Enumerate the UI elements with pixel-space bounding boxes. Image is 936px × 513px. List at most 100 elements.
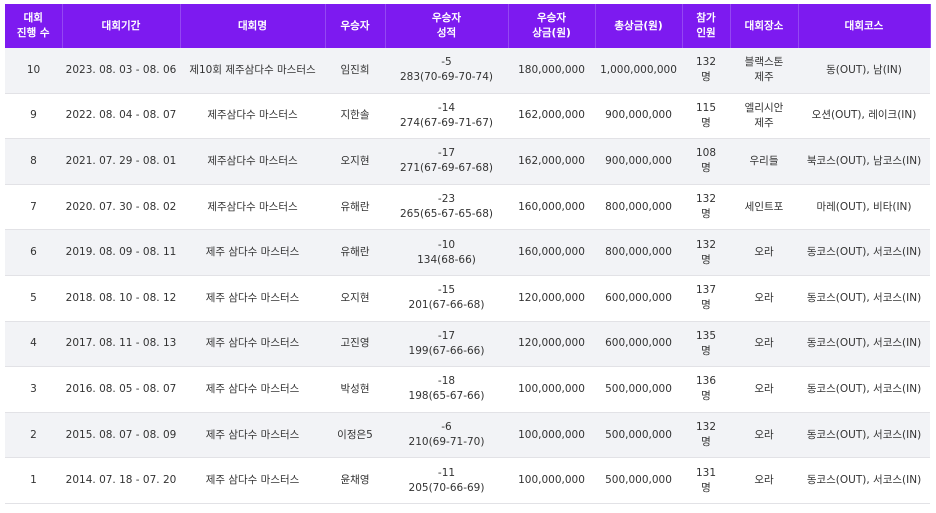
- table-cell: 137 명: [682, 275, 730, 322]
- table-cell: 우리들: [730, 138, 798, 185]
- table-row: 3 2016. 08. 05 - 08. 07 제주 삼다수 마스터스 박성현 -18 …: [5, 366, 930, 413]
- table-cell: 115 명: [682, 93, 730, 140]
- table-row: 1 2014. 07. 18 - 07. 20 제주 삼다수 마스터스 윤채영 -11 …: [5, 457, 930, 504]
- header-row: 대회 진행 수 대회기간 대회명 우승자 우승자 성적 우승자 상금(원) 총상금(원) 참가…: [5, 4, 931, 48]
- table-cell: 동코스(OUT), 서코스(IN): [798, 412, 930, 459]
- header-cell: 우승자 상금(원): [508, 4, 596, 48]
- table-cell: 오라: [730, 229, 798, 276]
- table-row: 6 2019. 08. 09 - 08. 11 제주 삼다수 마스터스 유해란 -10 …: [5, 229, 930, 276]
- table-cell: -17 199(67-66-66): [385, 321, 508, 368]
- table-row: 8 2021. 07. 29 - 08. 01 제주삼다수 마스터스 오지현 -17 2…: [5, 138, 930, 185]
- table-cell: 유해란: [325, 229, 385, 276]
- table-cell: 4: [5, 321, 62, 368]
- table-cell: -5 283(70-69-70-74): [385, 48, 508, 94]
- table-cell: 2015. 08. 07 - 08. 09: [62, 412, 180, 459]
- header-cell: 총상금(원): [595, 4, 683, 48]
- table-cell: 1,000,000,000: [595, 48, 682, 94]
- table-cell: 600,000,000: [595, 275, 682, 322]
- table-cell: 제10회 제주삼다수 마스터스: [180, 48, 325, 94]
- table-cell: 10: [5, 48, 62, 94]
- table-cell: 162,000,000: [508, 138, 595, 185]
- table-cell: 2020. 07. 30 - 08. 02: [62, 184, 180, 231]
- table-cell: 박성현: [325, 366, 385, 413]
- table-cell: 고진영: [325, 321, 385, 368]
- table-cell: 제주 삼다수 마스터스: [180, 229, 325, 276]
- table-cell: 마레(OUT), 비타(IN): [798, 184, 930, 231]
- table-cell: 2016. 08. 05 - 08. 07: [62, 366, 180, 413]
- table-cell: 160,000,000: [508, 229, 595, 276]
- table-cell: -10 134(68-66): [385, 229, 508, 276]
- table-cell: 북코스(OUT), 남코스(IN): [798, 138, 930, 185]
- table-cell: 120,000,000: [508, 275, 595, 322]
- table-cell: 100,000,000: [508, 457, 595, 504]
- table-cell: 오라: [730, 366, 798, 413]
- table-row: 10 2023. 08. 03 - 08. 06 제10회 제주삼다수 마스터스 임진…: [5, 48, 930, 94]
- table-cell: 132 명: [682, 412, 730, 459]
- table-cell: 세인트포: [730, 184, 798, 231]
- table-cell: 오라: [730, 321, 798, 368]
- table-cell: 2022. 08. 04 - 08. 07: [62, 93, 180, 140]
- table-cell: 제주 삼다수 마스터스: [180, 457, 325, 504]
- results-table: 대회 진행 수 대회기간 대회명 우승자 우승자 성적 우승자 상금(원) 총상금(원) 참가…: [5, 4, 931, 504]
- table-cell: 5: [5, 275, 62, 322]
- table-cell: 600,000,000: [595, 321, 682, 368]
- table-row: 7 2020. 07. 30 - 08. 02 제주삼다수 마스터스 유해란 -23 2…: [5, 184, 930, 231]
- table-row: 5 2018. 08. 10 - 08. 12 제주 삼다수 마스터스 오지현 -15 …: [5, 275, 930, 322]
- table-cell: 2: [5, 412, 62, 459]
- table-cell: 2019. 08. 09 - 08. 11: [62, 229, 180, 276]
- table-cell: 500,000,000: [595, 366, 682, 413]
- table-cell: 동코스(OUT), 서코스(IN): [798, 366, 930, 413]
- table-cell: 2014. 07. 18 - 07. 20: [62, 457, 180, 504]
- table-cell: 동코스(OUT), 서코스(IN): [798, 229, 930, 276]
- table-cell: 오라: [730, 275, 798, 322]
- table-body: 10 2023. 08. 03 - 08. 06 제10회 제주삼다수 마스터스 임진…: [5, 48, 930, 504]
- table-cell: 오라: [730, 457, 798, 504]
- table-cell: -17 271(67-69-67-68): [385, 138, 508, 185]
- table-row: 9 2022. 08. 04 - 08. 07 제주삼다수 마스터스 지한솔 -14 2…: [5, 93, 930, 140]
- table-cell: 이정은5: [325, 412, 385, 459]
- table-cell: 9: [5, 93, 62, 140]
- table-cell: 135 명: [682, 321, 730, 368]
- table-cell: 제주삼다수 마스터스: [180, 138, 325, 185]
- table-cell: 오지현: [325, 138, 385, 185]
- table-cell: 800,000,000: [595, 184, 682, 231]
- header-cell: 대회 진행 수: [5, 4, 63, 48]
- table-cell: 100,000,000: [508, 412, 595, 459]
- table-cell: 120,000,000: [508, 321, 595, 368]
- table-cell: 108 명: [682, 138, 730, 185]
- header-cell: 우승자: [325, 4, 386, 48]
- table-cell: 제주 삼다수 마스터스: [180, 366, 325, 413]
- table-cell: -23 265(65-67-65-68): [385, 184, 508, 231]
- table-cell: 동코스(OUT), 서코스(IN): [798, 321, 930, 368]
- table-cell: 180,000,000: [508, 48, 595, 94]
- table-cell: 132 명: [682, 48, 730, 94]
- table-cell: 136 명: [682, 366, 730, 413]
- table-cell: 지한솔: [325, 93, 385, 140]
- header-cell: 대회기간: [62, 4, 181, 48]
- table-cell: 유해란: [325, 184, 385, 231]
- table-cell: 제주 삼다수 마스터스: [180, 412, 325, 459]
- header-cell: 대회장소: [730, 4, 799, 48]
- table-cell: 윤채영: [325, 457, 385, 504]
- table-cell: 131 명: [682, 457, 730, 504]
- table-cell: 임진희: [325, 48, 385, 94]
- table-cell: 동코스(OUT), 서코스(IN): [798, 275, 930, 322]
- table-cell: 동코스(OUT), 서코스(IN): [798, 457, 930, 504]
- table-cell: 6: [5, 229, 62, 276]
- table-cell: 2023. 08. 03 - 08. 06: [62, 48, 180, 94]
- table-cell: 1: [5, 457, 62, 504]
- table-cell: 오지현: [325, 275, 385, 322]
- table-cell: 132 명: [682, 184, 730, 231]
- table-cell: 900,000,000: [595, 93, 682, 140]
- table-cell: 160,000,000: [508, 184, 595, 231]
- table-cell: 제주 삼다수 마스터스: [180, 275, 325, 322]
- table-cell: 2021. 07. 29 - 08. 01: [62, 138, 180, 185]
- header-cell: 우승자 성적: [385, 4, 509, 48]
- table-cell: 8: [5, 138, 62, 185]
- table-cell: 2018. 08. 10 - 08. 12: [62, 275, 180, 322]
- table-cell: 블랙스톤 제주: [730, 48, 798, 94]
- table-cell: 800,000,000: [595, 229, 682, 276]
- table-cell: 2017. 08. 11 - 08. 13: [62, 321, 180, 368]
- table-cell: 900,000,000: [595, 138, 682, 185]
